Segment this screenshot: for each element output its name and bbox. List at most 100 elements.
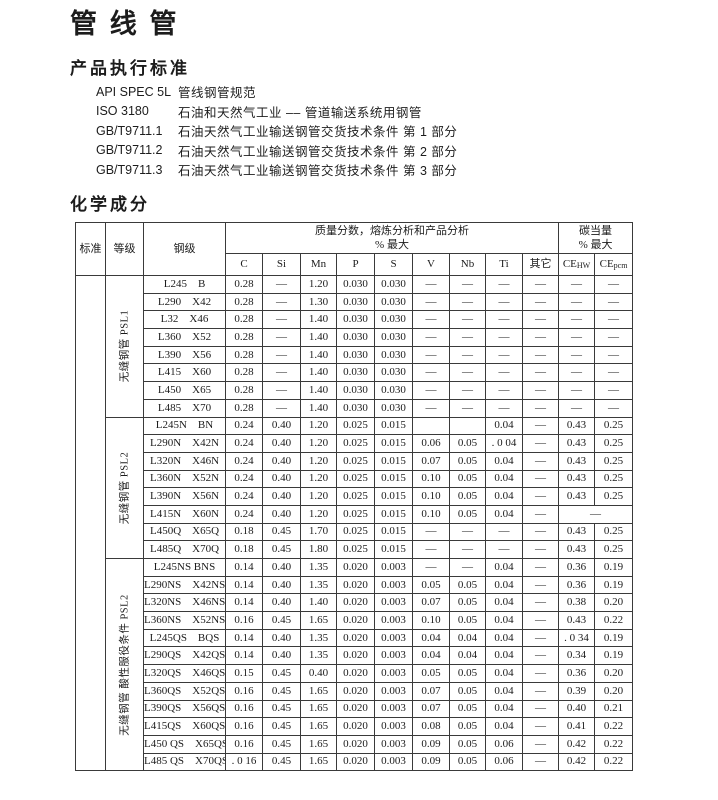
table-row: 无缝钢管 酸性服役条件 PSL2 L245NS BNS 0.14 0.40 1.35 0.…: [76, 557, 634, 772]
value-cell: 0.40: [262, 504, 301, 524]
value-cell: 0.025: [336, 522, 375, 542]
value-cell: 0.10: [412, 469, 450, 489]
value-cell: ––: [449, 328, 486, 347]
value-cell: ––: [262, 381, 301, 400]
value-cell: 1.40: [300, 363, 337, 383]
value-cell: 0.41: [558, 717, 596, 736]
value-cell: 0.40: [300, 664, 337, 683]
value-cell: 0.40: [558, 699, 596, 719]
element-header-other: 其它: [521, 253, 560, 276]
grade-class-label: 无缝钢管 PSL1: [119, 310, 130, 383]
value-cell: 0.020: [336, 681, 375, 701]
value-cell: ––: [558, 292, 596, 312]
value-cell: ––: [412, 522, 450, 542]
value-cell: ––: [262, 345, 301, 365]
value-cell: 0.40: [262, 451, 301, 471]
element-header-ti: Ti: [485, 253, 523, 276]
element-header-c: C: [225, 253, 263, 276]
value-cell: 0.05: [412, 575, 450, 595]
table-row: L450 QS X65QS 0.16 0.45 1.65 0.020 0.003 0.09 0…: [76, 734, 634, 754]
value-cell: 0.10: [412, 611, 450, 630]
value-cell: 0.04: [412, 628, 450, 648]
value-cell: 0.20: [594, 681, 634, 701]
value-cell: ––: [485, 522, 523, 542]
value-cell: 0.20: [594, 593, 634, 613]
value-cell: 0.14: [225, 575, 263, 595]
value-cell: 0.020: [336, 575, 375, 595]
value-cell: 0.020: [336, 699, 375, 719]
steel-grade-cell: L32 X46: [143, 310, 226, 330]
value-cell: 0.19: [594, 646, 634, 666]
value-cell: 0.015: [374, 487, 413, 506]
value-cell: 1.20: [300, 487, 337, 506]
table-row: L290N X42N 0.24 0.40 1.20 0.025 0.015 0.06 0.05…: [76, 434, 634, 453]
value-cell: 0.14: [225, 646, 263, 666]
value-cell: 0.003: [374, 575, 413, 595]
value-cell: 0.030: [374, 398, 413, 418]
value-cell: 0.030: [336, 363, 375, 383]
value-cell: . 0 16: [225, 752, 263, 772]
carbon-equivalent-group-title: 碳当量: [579, 225, 613, 237]
value-cell: 0.24: [225, 434, 263, 453]
value-cell: ––: [449, 381, 486, 400]
element-header-s: S: [374, 253, 413, 276]
list-item: ISO 3180 石油和天然气工业 –– 管道输送系统用钢管: [96, 102, 457, 122]
value-cell: 0.40: [262, 593, 301, 613]
table-row: L290QS X42QS 0.14 0.40 1.35 0.020 0.003 0.04 0.…: [76, 646, 634, 666]
grade-class-label: 无缝钢管 酸性服役条件 PSL2: [119, 593, 130, 736]
value-cell: ––: [521, 752, 560, 772]
value-cell: 0.015: [374, 469, 413, 489]
value-cell: 0.07: [412, 593, 450, 613]
value-cell: 1.40: [300, 593, 337, 613]
value-cell: 0.05: [449, 451, 486, 471]
value-cell: ––: [558, 345, 596, 365]
value-cell: ––: [485, 345, 523, 365]
value-cell: 0.24: [225, 487, 263, 506]
grade-class-cell: 无缝钢管 PSL2: [105, 416, 144, 559]
value-cell: 0.015: [374, 522, 413, 542]
value-cell: ––: [449, 310, 486, 330]
value-cell: 0.04: [449, 628, 486, 648]
chemistry-section-heading: 化学成分: [70, 195, 150, 214]
value-cell: 0.19: [594, 558, 634, 577]
value-cell: 0.22: [594, 752, 634, 772]
value-cell: 0.04: [412, 646, 450, 666]
mass-fraction-group-subtitle: % 最大: [375, 239, 409, 251]
ce-pcm-header: CEpcm: [594, 253, 634, 276]
value-cell: ––: [594, 363, 634, 383]
table-row: L485 X70 0.28 –– 1.40 0.030 0.030 –– –– –– –– –– ––: [76, 398, 634, 418]
table-row: L415N X60N 0.24 0.40 1.20 0.025 0.015 0.10 0.05…: [76, 504, 634, 524]
value-cell: 0.40: [262, 434, 301, 453]
value-cell: ––: [594, 381, 634, 400]
value-cell: 0.030: [374, 310, 413, 330]
ce-hw-sub: HW: [576, 260, 591, 270]
value-cell: 0.003: [374, 628, 413, 648]
value-cell: 0.40: [262, 628, 301, 648]
steel-grade-cell: L485Q X70Q: [143, 540, 226, 559]
value-cell: 0.07: [412, 681, 450, 701]
value-cell: 0.08: [412, 717, 450, 736]
value-cell: 0.40: [262, 416, 301, 436]
value-cell: 0.45: [262, 734, 301, 754]
table-row: L360QS X52QS 0.16 0.45 1.65 0.020 0.003 0.07 0.…: [76, 681, 634, 701]
value-cell: ––: [521, 558, 560, 577]
value-cell: 0.43: [558, 522, 596, 542]
value-cell: 0.030: [374, 292, 413, 312]
value-cell: 0.18: [225, 540, 263, 559]
steel-grade-cell: L290NS X42NS: [143, 575, 226, 595]
value-cell: ––: [412, 558, 450, 577]
value-cell: 0.015: [374, 416, 413, 436]
standard-description: 石油天然气工业输送钢管交货技术条件 第 1 部分: [178, 125, 458, 140]
value-cell: 0.42: [558, 752, 596, 772]
value-cell: ––: [485, 328, 523, 347]
value-cell: ––: [558, 328, 596, 347]
value-cell: ––: [412, 310, 450, 330]
value-cell: 0.003: [374, 717, 413, 736]
value-cell: 1.20: [300, 469, 337, 489]
value-cell: 1.40: [300, 328, 337, 347]
value-cell: 0.39: [558, 681, 596, 701]
value-cell: 0.14: [225, 558, 263, 577]
value-cell: 0.04: [485, 575, 523, 595]
standards-list: API SPEC 5L 管线钢管规范 ISO 3180 石油和天然气工业 –– …: [96, 82, 457, 180]
value-cell: 1.80: [300, 540, 337, 559]
